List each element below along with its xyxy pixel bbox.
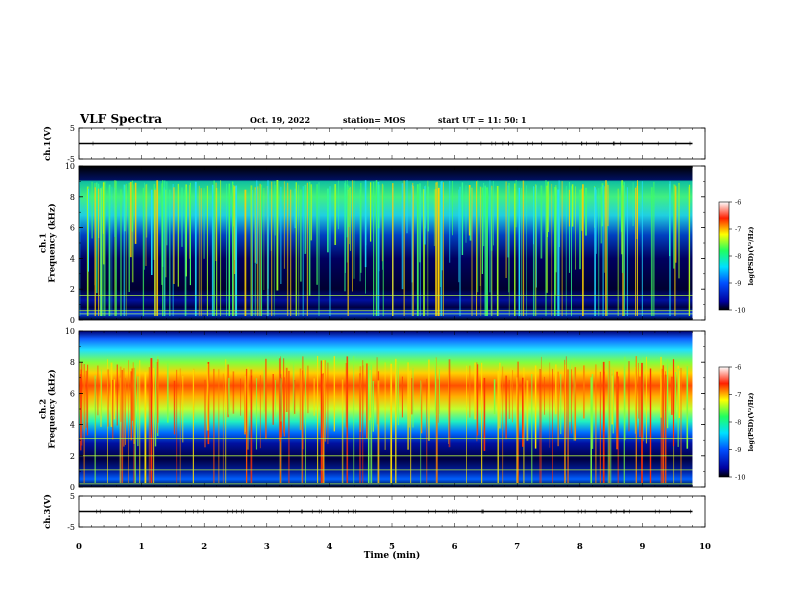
spectrogram-ch2-spectrogram: [79, 331, 693, 487]
colorbar-tick-label: -8: [735, 419, 741, 427]
y-axis-label: ch.1(V): [42, 126, 53, 161]
x-tick-label: 5: [389, 542, 395, 552]
ch2-streaks: [79, 356, 693, 485]
colorbar-tick-label: -9: [735, 280, 741, 288]
start-time-label: start UT = 11: 50: 1: [438, 115, 527, 125]
x-tick-label: 3: [264, 542, 270, 552]
x-tick-label: 10: [699, 542, 711, 552]
chart-title: VLF Spectra: [80, 112, 163, 126]
y-axis-label: Frequency (kHz): [47, 203, 58, 282]
colorbar-label: log(PSD)(V²/Hz): [747, 393, 755, 452]
y-tick-label: 10: [65, 162, 75, 171]
colorbar-tick-label: -6: [735, 199, 741, 207]
date-label: Oct. 19, 2022: [250, 115, 311, 125]
colorbar-tick-label: -9: [735, 446, 741, 454]
colorbar-ch2-spectrogram: [718, 366, 730, 478]
y-axis-label: Frequency (kHz): [47, 369, 58, 448]
colorbar-tick-label: -7: [735, 226, 741, 234]
colorbar-tick-label: -8: [735, 253, 741, 261]
x-tick-label: 2: [201, 542, 207, 552]
axes: [78, 127, 732, 528]
colorbar-ch1-spectrogram: [718, 201, 730, 311]
labels: -5 5 ch.1(V) -6 -7 -8 -9 -10 log(PSD)(V²/Hz) 0 2 4 6…: [39, 124, 756, 561]
y-tick-label: 2: [70, 452, 75, 461]
x-axis-label: Time (min): [364, 550, 421, 561]
y-axis-label: ch.1: [39, 233, 49, 253]
colorbar-tick-label: -7: [735, 391, 741, 399]
spectrogram-ch1-spectrogram: [79, 166, 693, 320]
colorbar-tick-label: -6: [735, 364, 741, 372]
y-tick-label: 4: [70, 421, 75, 430]
station-label: station= MOS: [343, 115, 406, 125]
colorbar-tick-label: -10: [735, 307, 745, 315]
x-tick-label: 0: [76, 542, 82, 552]
y-axis-label: ch.3(V): [42, 494, 53, 529]
y-tick-label: -5: [67, 155, 75, 164]
x-tick-label: 6: [452, 542, 458, 552]
x-tick-label: 7: [514, 542, 520, 552]
y-tick-label: 10: [65, 327, 75, 336]
colorbar-tick-label: -10: [735, 474, 745, 482]
colorbar-label: log(PSD)(V²/Hz): [747, 227, 755, 286]
y-tick-label: 5: [70, 492, 75, 501]
x-tick-label: 9: [639, 542, 645, 552]
y-tick-label: 0: [70, 316, 75, 325]
y-tick-label: 5: [70, 124, 75, 133]
panels: [79, 141, 693, 514]
x-tick-label: 4: [326, 542, 332, 552]
y-tick-label: 2: [70, 285, 75, 294]
x-tick-label: 8: [577, 542, 583, 552]
y-tick-label: 8: [70, 193, 75, 202]
y-tick-label: 6: [70, 224, 75, 233]
ch1-streaks: [78, 180, 693, 316]
y-tick-label: 4: [70, 254, 75, 263]
y-tick-label: 6: [70, 389, 75, 398]
y-axis-label: ch.2: [39, 399, 49, 419]
y-tick-label: -5: [67, 523, 75, 532]
y-tick-label: 8: [70, 358, 75, 367]
x-tick-label: 1: [139, 542, 145, 552]
y-tick-label: 0: [70, 483, 75, 492]
